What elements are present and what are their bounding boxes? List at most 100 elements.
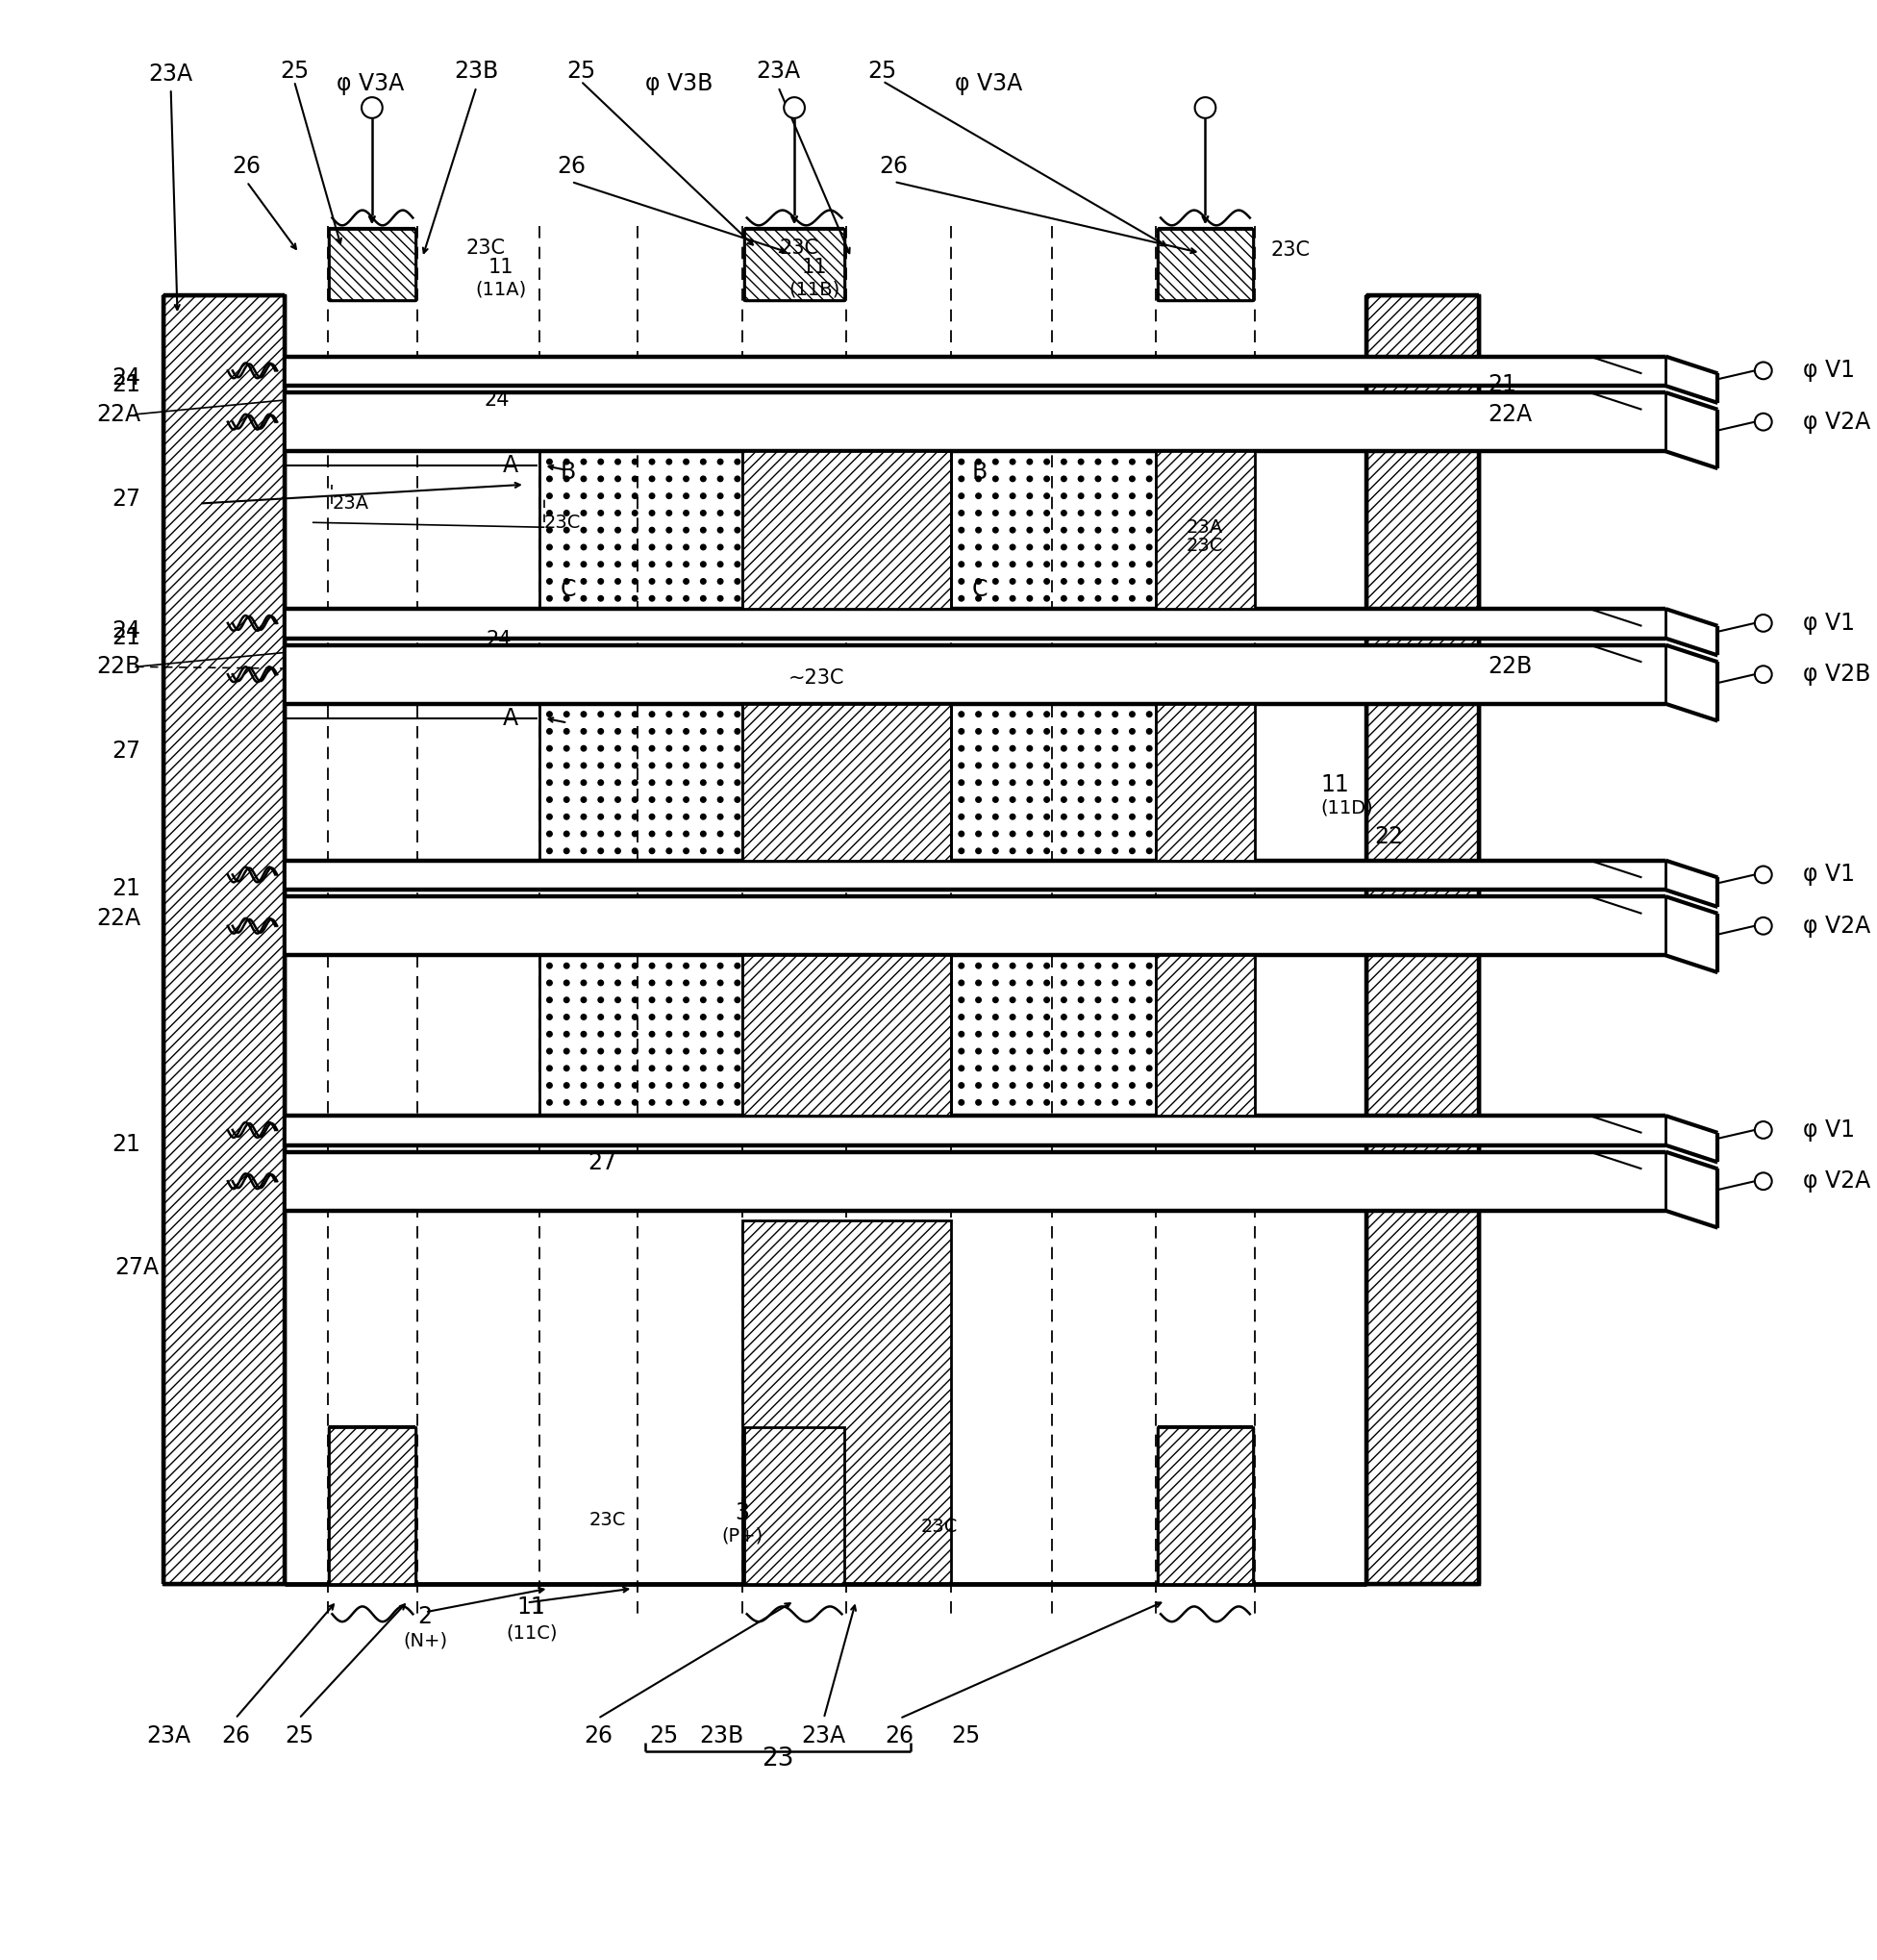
Circle shape <box>1027 563 1032 566</box>
Circle shape <box>717 798 723 802</box>
Circle shape <box>683 459 689 465</box>
Circle shape <box>1096 813 1100 819</box>
Circle shape <box>1010 849 1015 853</box>
Text: 11: 11 <box>488 257 514 276</box>
Circle shape <box>1113 545 1119 551</box>
Circle shape <box>599 849 603 853</box>
Text: 25: 25 <box>867 61 897 82</box>
Circle shape <box>1113 998 1119 1004</box>
Text: 26: 26 <box>233 155 261 178</box>
Circle shape <box>649 780 655 786</box>
Circle shape <box>1061 1100 1066 1105</box>
Circle shape <box>563 780 569 786</box>
Circle shape <box>1130 729 1136 733</box>
Circle shape <box>993 563 999 566</box>
Circle shape <box>1044 494 1049 498</box>
Circle shape <box>599 762 603 768</box>
Circle shape <box>976 527 982 533</box>
Circle shape <box>717 1015 723 1019</box>
Bar <box>1156 955 1254 1115</box>
Circle shape <box>563 459 569 465</box>
Circle shape <box>1044 527 1049 533</box>
Circle shape <box>616 831 621 837</box>
Text: 23: 23 <box>762 1746 794 1772</box>
Circle shape <box>1113 711 1119 717</box>
Circle shape <box>683 1100 689 1105</box>
Circle shape <box>1044 1066 1049 1070</box>
Circle shape <box>649 849 655 853</box>
Circle shape <box>546 1066 552 1070</box>
Circle shape <box>700 1049 706 1054</box>
Circle shape <box>546 459 552 465</box>
Circle shape <box>563 1031 569 1037</box>
Circle shape <box>1027 578 1032 584</box>
Text: 24: 24 <box>484 390 511 410</box>
Bar <box>952 451 1156 610</box>
Circle shape <box>563 831 569 837</box>
Circle shape <box>1755 1172 1772 1190</box>
Bar <box>328 1427 415 1584</box>
Bar <box>1156 451 1254 610</box>
Circle shape <box>563 980 569 986</box>
Circle shape <box>993 745 999 751</box>
Circle shape <box>976 459 982 465</box>
Circle shape <box>700 745 706 751</box>
Circle shape <box>582 1049 586 1054</box>
Circle shape <box>959 494 965 498</box>
Circle shape <box>700 596 706 602</box>
Circle shape <box>785 98 805 118</box>
Circle shape <box>1027 527 1032 533</box>
Circle shape <box>1113 729 1119 733</box>
Bar <box>743 1427 845 1584</box>
Circle shape <box>1027 711 1032 717</box>
Circle shape <box>649 762 655 768</box>
Circle shape <box>546 831 552 837</box>
Circle shape <box>1010 762 1015 768</box>
Circle shape <box>649 729 655 733</box>
Circle shape <box>1027 745 1032 751</box>
Circle shape <box>1061 780 1066 786</box>
Circle shape <box>1130 1082 1136 1088</box>
Circle shape <box>633 494 638 498</box>
Circle shape <box>717 762 723 768</box>
Circle shape <box>700 578 706 584</box>
Circle shape <box>1130 527 1136 533</box>
Bar <box>743 229 845 300</box>
Circle shape <box>1027 849 1032 853</box>
Circle shape <box>1044 476 1049 482</box>
Circle shape <box>666 980 672 986</box>
Circle shape <box>616 962 621 968</box>
Circle shape <box>616 1049 621 1054</box>
Text: 23A: 23A <box>756 61 800 82</box>
Circle shape <box>717 476 723 482</box>
Circle shape <box>649 578 655 584</box>
Circle shape <box>1061 596 1066 602</box>
Circle shape <box>1147 849 1152 853</box>
Circle shape <box>1010 1031 1015 1037</box>
Circle shape <box>1130 998 1136 1004</box>
Circle shape <box>1096 510 1100 515</box>
Circle shape <box>993 527 999 533</box>
Circle shape <box>1061 762 1066 768</box>
Circle shape <box>1077 711 1083 717</box>
Circle shape <box>616 780 621 786</box>
Circle shape <box>700 1082 706 1088</box>
Circle shape <box>683 510 689 515</box>
Circle shape <box>976 813 982 819</box>
Circle shape <box>1010 563 1015 566</box>
Text: 23C: 23C <box>1271 241 1310 259</box>
Circle shape <box>599 545 603 551</box>
Circle shape <box>1096 962 1100 968</box>
Circle shape <box>683 1066 689 1070</box>
Circle shape <box>683 1015 689 1019</box>
Circle shape <box>1130 596 1136 602</box>
Circle shape <box>563 962 569 968</box>
Circle shape <box>633 745 638 751</box>
Circle shape <box>734 745 740 751</box>
Circle shape <box>1027 494 1032 498</box>
Circle shape <box>1096 596 1100 602</box>
Circle shape <box>649 563 655 566</box>
Circle shape <box>1096 711 1100 717</box>
Circle shape <box>666 745 672 751</box>
Circle shape <box>1010 780 1015 786</box>
